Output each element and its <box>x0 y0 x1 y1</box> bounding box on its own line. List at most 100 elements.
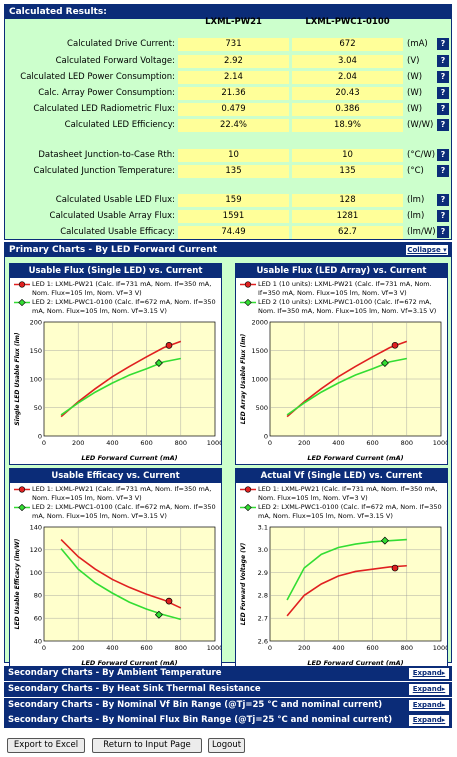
y-tick-label: 2000 <box>251 318 268 326</box>
result-value-led2: 672 <box>292 38 403 51</box>
legend-label: LED 2: LXML-PWC1-0100 (Calc. If=672 mA, … <box>32 503 216 520</box>
legend-entry: LED 2: LXML-PWC1-0100 (Calc. If=672 mA, … <box>240 503 443 521</box>
x-tick-label: 800 <box>175 644 187 652</box>
help-icon[interactable]: ? <box>437 226 449 238</box>
result-row: Calculated LED Power Consumption: 2.14 2.0… <box>5 70 453 85</box>
x-axis-label: LED Forward Current (mA) <box>307 454 403 462</box>
column-header-led1: LXML-PW21 <box>205 17 262 27</box>
result-value-led1: 21.36 <box>178 87 289 100</box>
y-tick-label: 80 <box>34 592 42 600</box>
result-label: Calculated Usable LED Flux: <box>55 195 175 205</box>
chart-legend: LED 1 (10 units): LXML-PW21 (Calc. If=73… <box>236 278 447 318</box>
expand-link[interactable]: Expand▸ <box>409 684 449 695</box>
result-value-led2: 10 <box>292 149 403 162</box>
y-tick-label: 40 <box>34 637 42 645</box>
expand-link[interactable]: Expand▸ <box>409 715 449 726</box>
chart-plot: 0 200 400 600 800 1000 40 60 80 100 120 140 LED Forw… <box>14 523 221 667</box>
x-tick-label: 0 <box>42 439 46 447</box>
help-icon[interactable]: ? <box>437 119 449 131</box>
help-icon[interactable]: ? <box>437 165 449 177</box>
x-tick-label: 0 <box>42 644 46 652</box>
result-value-led1: 0.479 <box>178 103 289 116</box>
expand-link[interactable]: Expand▸ <box>409 700 449 711</box>
result-unit: (mA) <box>407 39 428 49</box>
result-value-led1: 2.14 <box>178 71 289 84</box>
operating-point-marker <box>154 610 163 619</box>
legend-entry: LED 1: LXML-PW21 (Calc. If=731 mA, Nom. … <box>240 485 443 503</box>
x-axis-label: LED Forward Current (mA) <box>307 659 403 667</box>
x-tick-label: 800 <box>401 439 413 447</box>
result-value-led1: 731 <box>178 38 289 51</box>
result-row: Calculated Usable Array Flux: 1591 1281 (lm… <box>5 209 453 224</box>
x-axis-label: LED Forward Current (mA) <box>81 454 177 462</box>
collapse-link[interactable]: Collapse ▾ <box>406 245 448 255</box>
plot-area <box>269 526 442 642</box>
help-icon[interactable]: ? <box>437 103 449 115</box>
x-tick-label: 0 <box>268 439 272 447</box>
x-tick-label: 0 <box>268 644 272 652</box>
help-icon[interactable]: ? <box>437 55 449 67</box>
result-row: Calculated Drive Current: 731 672 (mA)? <box>5 37 453 52</box>
result-unit: (°C/W) <box>407 150 436 160</box>
y-tick-label: 500 <box>256 404 268 412</box>
help-icon[interactable]: ? <box>437 71 449 83</box>
legend-label: LED 1 (10 units): LXML-PW21 (Calc. If=73… <box>258 280 432 297</box>
chart-title: Usable Flux (Single LED) vs. Current <box>10 264 221 278</box>
series-line <box>286 564 407 617</box>
legend-swatch <box>14 281 30 288</box>
x-tick-label: 200 <box>298 439 310 447</box>
x-tick-label: 400 <box>106 644 118 652</box>
x-tick-label: 600 <box>140 439 152 447</box>
y-tick-label: 2.9 <box>258 569 268 577</box>
result-row: Calculated LED Radiometric Flux: 0.479 0.3… <box>5 102 453 117</box>
secondary-chart-section: Secondary Charts - By Ambient Temperatur… <box>4 666 452 681</box>
x-tick-label: 200 <box>298 644 310 652</box>
primary-charts-panel: Primary Charts - By LED Forward Current … <box>4 242 452 670</box>
help-icon[interactable]: ? <box>437 149 449 161</box>
help-icon[interactable]: ? <box>437 87 449 99</box>
result-unit: (W) <box>407 104 423 114</box>
return-to-input-page-button[interactable]: Return to Input Page <box>92 738 202 753</box>
help-icon[interactable]: ? <box>437 194 449 206</box>
x-tick-label: 400 <box>332 439 344 447</box>
result-label: Datasheet Junction-to-Case Rth: <box>38 150 175 160</box>
help-icon[interactable]: ? <box>437 38 449 50</box>
operating-point-marker <box>380 358 389 367</box>
x-tick-label: 1000 <box>433 644 447 652</box>
result-row: Calculated Forward Voltage: 2.92 3.04 (V)? <box>5 54 453 69</box>
chart-plot: 0 200 400 600 800 1000 0 50 100 150 200 LED Forward… <box>14 318 221 462</box>
legend-entry: LED 1: LXML-PW21 (Calc. If=731 mA, Nom. … <box>14 485 217 503</box>
result-row: Calculated Usable LED Flux: 159 128 (lm)? <box>5 193 453 208</box>
result-row: Datasheet Junction-to-Case Rth: 10 10 (°C/W… <box>5 148 453 163</box>
chart-plot: 0 200 400 600 800 1000 0 500 1000 1500 2000 LED For… <box>240 318 447 462</box>
y-axis-label: LED Array Usable Flux (lm) <box>240 333 247 424</box>
chart-legend: LED 1: LXML-PW21 (Calc. If=731 mA, Nom. … <box>236 483 447 523</box>
result-unit: (W) <box>407 88 423 98</box>
chart-panel: Usable Efficacy vs. Current LED 1: LXML-P… <box>9 468 222 670</box>
secondary-chart-label: Secondary Charts - By Nominal Vf Bin Ran… <box>8 700 383 710</box>
export-to-excel-button[interactable]: Export to Excel <box>7 738 85 753</box>
result-label: Calculated Forward Voltage: <box>55 56 175 66</box>
help-icon[interactable]: ? <box>437 210 449 222</box>
secondary-chart-section: Secondary Charts - By Nominal Vf Bin Ran… <box>4 698 452 713</box>
result-label: Calculated LED Power Consumption: <box>20 72 175 82</box>
x-tick-label: 600 <box>366 644 378 652</box>
legend-swatch <box>14 504 30 511</box>
y-tick-label: 2.7 <box>258 615 268 623</box>
operating-point-marker <box>391 564 399 572</box>
logout-button[interactable]: Logout <box>208 738 245 753</box>
legend-label: LED 1: LXML-PW21 (Calc. If=731 mA, Nom. … <box>32 280 212 297</box>
y-tick-label: 150 <box>30 347 42 355</box>
result-label: Calculated LED Efficiency: <box>64 120 175 130</box>
y-tick-label: 0 <box>38 432 42 440</box>
result-row: Calculated Junction Temperature: 135 135 (°… <box>5 164 453 179</box>
result-value-led2: 1281 <box>292 210 403 223</box>
legend-entry: LED 2: LXML-PWC1-0100 (Calc. If=672 mA, … <box>14 503 217 521</box>
legend-swatch <box>14 299 30 306</box>
result-value-led2: 18.9% <box>292 119 403 132</box>
result-label: Calculated Usable Array Flux: <box>49 211 175 221</box>
result-unit: (°C) <box>407 166 424 176</box>
expand-link[interactable]: Expand▸ <box>409 668 449 679</box>
chart-panel: Usable Flux (Single LED) vs. Current LED … <box>9 263 222 465</box>
legend-label: LED 2 (10 units): LXML-PWC1-0100 (Calc. … <box>258 298 437 315</box>
